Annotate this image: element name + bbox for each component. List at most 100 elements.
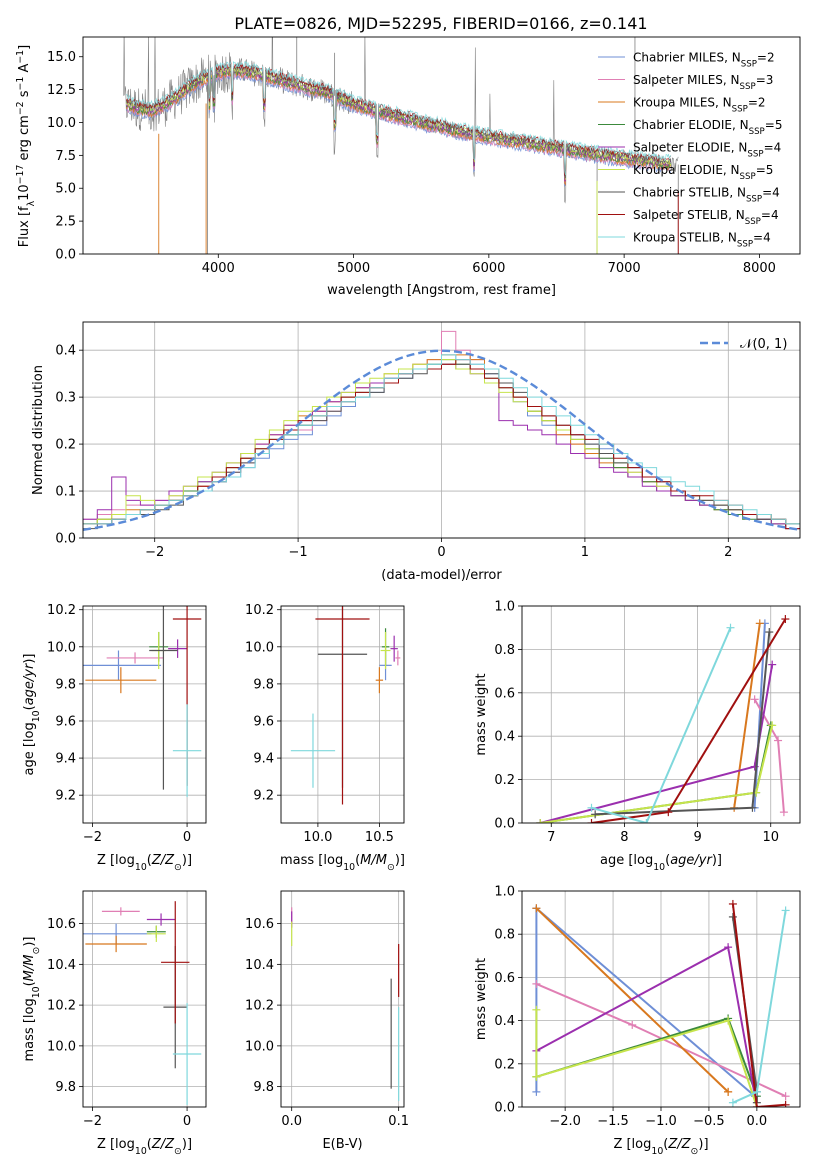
x-tick-label: 1 xyxy=(581,545,589,560)
label-part: E(B-V) xyxy=(322,1137,362,1152)
y-tick-label: 9.2 xyxy=(55,789,76,804)
label-part: erg cm xyxy=(17,115,32,164)
y-tick-label: 10.4 xyxy=(245,958,274,973)
legend-label-cm: Chabrier MILES, NSSP=2 xyxy=(633,51,775,70)
label-part: =4 xyxy=(753,231,771,245)
axes-frame xyxy=(280,605,405,824)
weight-line-km xyxy=(733,623,761,808)
label-part: ( xyxy=(665,853,670,868)
label-part: )] xyxy=(395,853,405,868)
y-tick-label: 10.0 xyxy=(245,1039,274,1054)
label-part: =4 xyxy=(761,208,779,222)
gaussian-curve xyxy=(83,349,800,531)
x-tick-label: 10.5 xyxy=(365,830,394,845)
label-part: Z [log xyxy=(613,1137,651,1152)
legend-label-sm: Salpeter MILES, NSSP=3 xyxy=(633,73,773,92)
legend-label-se: Salpeter ELODIE, NSSP=4 xyxy=(633,141,781,160)
axes-frame xyxy=(280,890,405,1108)
axes-frame xyxy=(82,321,801,539)
label-part: λ xyxy=(26,200,37,206)
label-part: Chabrier MILES, N xyxy=(633,51,741,65)
x-tick-label: 6000 xyxy=(472,261,505,276)
x-axis-label: Z [log10(Z/Z⊙)] xyxy=(97,1137,192,1157)
y-tick-label: 9.2 xyxy=(253,789,274,804)
weight-line-ks xyxy=(591,627,732,823)
label-part: ( xyxy=(147,1137,152,1152)
label-part: Chabrier ELODIE, N xyxy=(633,118,749,132)
model-line-ss xyxy=(126,62,672,176)
y-tick-label: 0.4 xyxy=(55,344,76,359)
label-part: Kroupa ELODIE, N xyxy=(633,163,740,177)
x-tick-label: 4000 xyxy=(202,261,235,276)
label-part: SSP xyxy=(747,150,763,160)
label-part: age/yr xyxy=(670,853,713,868)
y-tick-label: 0.8 xyxy=(494,928,515,943)
weight-line-ce xyxy=(536,1017,758,1097)
weight-line-ks xyxy=(732,910,787,1104)
label-part: Z [log xyxy=(97,1137,135,1152)
y-tick-label: 5.0 xyxy=(55,182,76,197)
label-part: 10 xyxy=(135,862,147,873)
x-tick-label: 5000 xyxy=(337,261,370,276)
y-tick-label: 10.6 xyxy=(245,917,274,932)
label-part: 10 xyxy=(31,710,42,722)
y-tick-label: 10.4 xyxy=(47,958,76,973)
label-part: M/M xyxy=(22,955,37,982)
age-vs-mass-panel: 10.0 10.5 9.2 9.4 9.6 9.8 10.0 10.2 mass [log10(… xyxy=(245,603,405,873)
axes-frame xyxy=(82,36,801,255)
label-part: 10 xyxy=(651,1146,663,1157)
label-part: age/yr xyxy=(22,662,37,705)
label-part: 10 xyxy=(343,862,355,873)
errorbar-group xyxy=(83,901,202,1105)
label-part: −2 xyxy=(15,101,26,115)
label-part: =4 xyxy=(762,186,780,200)
label-part: Kroupa MILES, N xyxy=(633,96,732,110)
spectrum-panel: 4000 5000 6000 7000 8000 0.0 2.5 5.0 7.5 10.0 12.5… xyxy=(15,36,801,298)
label-part: 10 xyxy=(135,1146,147,1157)
y-tick-label: 9.6 xyxy=(253,714,274,729)
weight-lines xyxy=(532,899,790,1107)
mass-vs-z-panel: −2 09.810.010.210.410.6Z [log10(Z/Z⊙)]mas… xyxy=(22,890,207,1157)
axes-frame xyxy=(521,605,801,824)
x-axis-label: mass [log10(M/M⊙)] xyxy=(280,853,405,873)
y-tick-label: 10.0 xyxy=(47,640,76,655)
label-part: =5 xyxy=(765,118,783,132)
label-part: SSP xyxy=(741,60,757,70)
label-part: ⊙ xyxy=(174,1146,182,1157)
label-part: Kroupa STELIB, N xyxy=(633,231,737,245)
label-part: =2 xyxy=(748,96,766,110)
label-part: ( xyxy=(147,853,152,868)
y-axis-label: mass weight xyxy=(474,958,489,1040)
label-part: Z/Z xyxy=(151,1137,175,1152)
y-tick-label: 0.4 xyxy=(494,730,515,745)
label-part: −17 xyxy=(15,165,26,185)
label-part: SSP xyxy=(749,127,765,137)
label-part: )] xyxy=(22,937,37,947)
label-part: SSP xyxy=(737,240,753,250)
label-part: )] xyxy=(22,653,37,663)
label-part: ( xyxy=(355,853,360,868)
label-part: ⊙ xyxy=(691,1146,699,1157)
x-tick-label: 0.0 xyxy=(281,1114,302,1129)
y-axis-label: Normed distribution xyxy=(31,365,46,495)
y-tick-label: 9.4 xyxy=(55,752,76,767)
legend-label-ke: Kroupa ELODIE, NSSP=5 xyxy=(633,163,773,182)
x-axis-label: age [log10(age/yr)] xyxy=(600,853,722,873)
label-part: ( xyxy=(22,981,37,986)
label-part: Z/Z xyxy=(151,853,175,868)
x-axis-label: Z [log10(Z/Z⊙)] xyxy=(613,1137,708,1157)
legend-label-ss: Salpeter STELIB, NSSP=4 xyxy=(633,208,779,227)
label-part: 10 xyxy=(31,986,42,998)
label-part: Salpeter STELIB, N xyxy=(633,208,745,222)
x-tick-label: 9 xyxy=(693,830,701,845)
x-tick-label: −2.0 xyxy=(549,1114,581,1129)
y-tick-label: 10.0 xyxy=(245,640,274,655)
x-axis-label: E(B-V) xyxy=(322,1137,362,1152)
y-tick-label: 9.8 xyxy=(55,677,76,692)
x-tick-label: −2 xyxy=(83,830,102,845)
legend-label-km: Kroupa MILES, NSSP=2 xyxy=(633,96,766,115)
y-tick-label: 9.6 xyxy=(55,714,76,729)
label-part: s xyxy=(17,90,32,101)
